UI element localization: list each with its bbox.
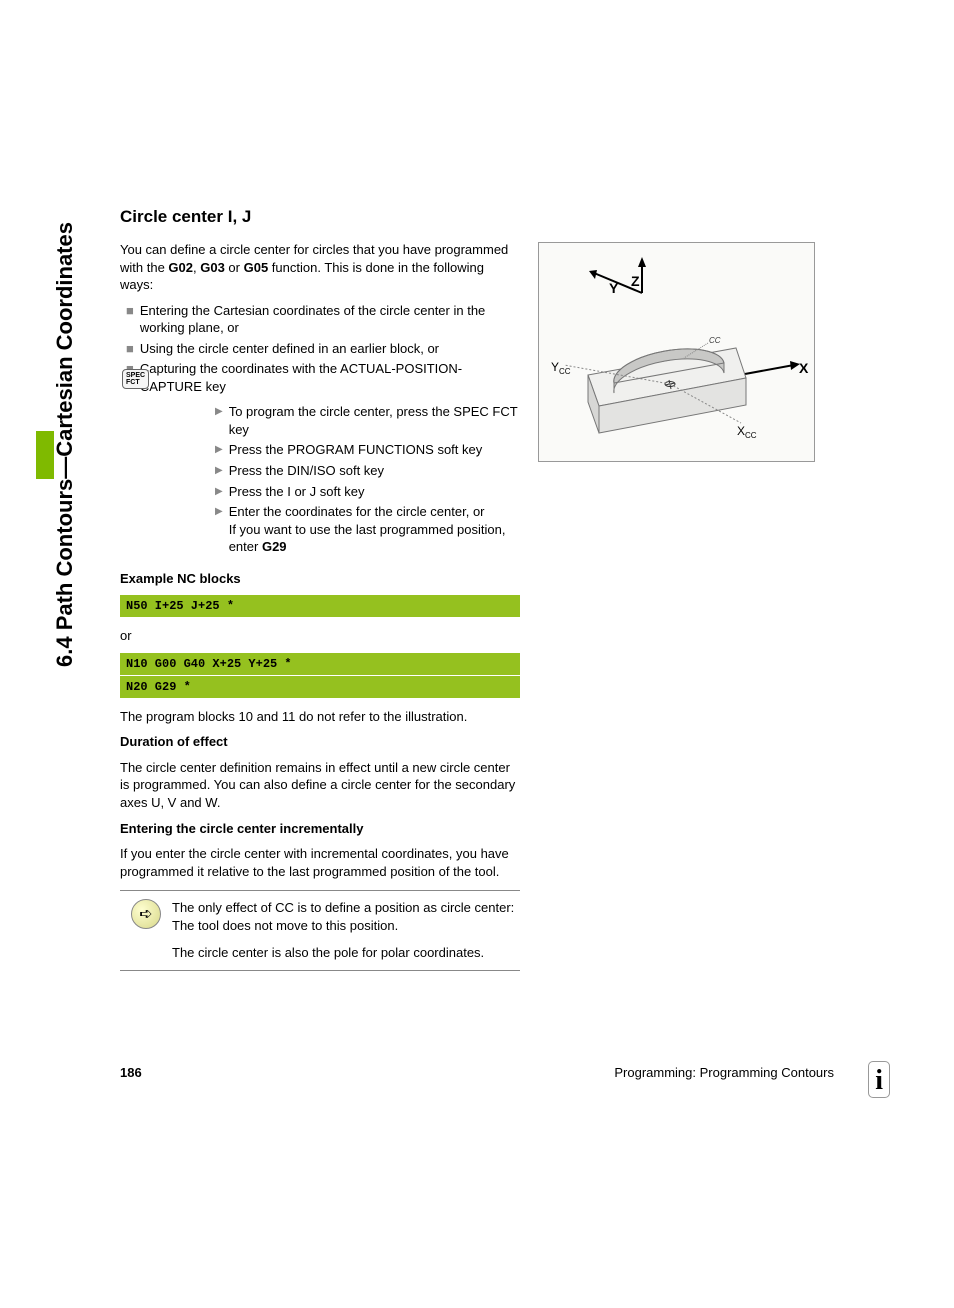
y-label: Y [609, 280, 619, 296]
main-content: Circle center I, J You can define a circ… [120, 207, 520, 971]
after-code-paragraph: The program blocks 10 and 11 do not refe… [120, 708, 520, 726]
incremental-text: If you enter the circle center with incr… [120, 845, 520, 880]
note-line1: The only effect of CC is to define a pos… [172, 899, 520, 935]
step-item: ▶ Press the PROGRAM FUNCTIONS soft key [215, 441, 520, 459]
svg-text:CC: CC [709, 336, 721, 345]
duration-text: The circle center definition remains in … [120, 759, 520, 812]
arrow-icon: ➪ [131, 899, 161, 929]
code-g03: G03 [200, 260, 225, 275]
step-item: ▶ Press the DIN/ISO soft key [215, 462, 520, 480]
note-text-wrap: The only effect of CC is to define a pos… [172, 899, 520, 962]
x-label: X [799, 360, 809, 376]
page-number: 186 [120, 1065, 142, 1080]
info-icon: i [868, 1061, 890, 1098]
note-line2: The circle center is also the pole for p… [172, 944, 520, 962]
or-text: or [120, 627, 520, 645]
spec-fct-key-icon: SPECFCT [122, 369, 149, 389]
code-g02: G02 [168, 260, 193, 275]
step-text: Press the I or J soft key [229, 483, 365, 501]
way-item: ■ Capturing the coordinates with the ACT… [126, 360, 520, 395]
nc-block: N20 G29 * [120, 676, 520, 698]
way-text: Entering the Cartesian coordinates of th… [140, 302, 520, 337]
duration-heading: Duration of effect [120, 733, 520, 751]
xcc-label: XCC [737, 424, 757, 440]
step-item: ▶ Press the I or J soft key [215, 483, 520, 501]
intro-paragraph: You can define a circle center for circl… [120, 241, 520, 294]
step-item: ▶ Enter the coordinates for the circle c… [215, 503, 520, 556]
triangle-icon: ▶ [215, 405, 223, 438]
step-text: Press the PROGRAM FUNCTIONS soft key [229, 441, 483, 459]
code-g29: G29 [262, 539, 287, 554]
note-icon-wrap: ➪ [120, 899, 172, 962]
step-item: ▶ To program the circle center, press th… [215, 403, 520, 438]
way-item: ■ Entering the Cartesian coordinates of … [126, 302, 520, 337]
page-title: Circle center I, J [120, 207, 520, 227]
step-text: To program the circle center, press the … [229, 403, 520, 438]
steps-block: ▶ To program the circle center, press th… [205, 403, 520, 555]
step5-line1: Enter the coordinates for the circle cen… [229, 504, 485, 519]
nc-block: N10 G00 G40 X+25 Y+25 * [120, 653, 520, 675]
chapter-title: Programming: Programming Contours [614, 1065, 834, 1080]
z-label: Z [631, 273, 640, 289]
bullet-icon: ■ [126, 340, 134, 358]
incremental-heading: Entering the circle center incrementally [120, 820, 520, 838]
section-label: 6.4 Path Contours—Cartesian Coordinates [45, 197, 85, 667]
way-item: ■ Using the circle center defined in an … [126, 340, 520, 358]
example-heading: Example NC blocks [120, 570, 520, 588]
triangle-icon: ▶ [215, 464, 223, 480]
way-text: Capturing the coordinates with the ACTUA… [140, 360, 520, 395]
coordinate-diagram: CC Y Z X XCC YCC [538, 242, 815, 462]
nc-block: N50 I+25 J+25 * [120, 595, 520, 617]
code-g05: G05 [244, 260, 269, 275]
way-text: Using the circle center defined in an ea… [140, 340, 439, 358]
step-text: Press the DIN/ISO soft key [229, 462, 384, 480]
bullet-icon: ■ [126, 302, 134, 337]
note-box: ➪ The only effect of CC is to define a p… [120, 890, 520, 971]
triangle-icon: ▶ [215, 485, 223, 501]
info-glyph: i [875, 1065, 883, 1096]
triangle-icon: ▶ [215, 505, 223, 556]
ycc-label: YCC [551, 360, 571, 376]
triangle-icon: ▶ [215, 443, 223, 459]
